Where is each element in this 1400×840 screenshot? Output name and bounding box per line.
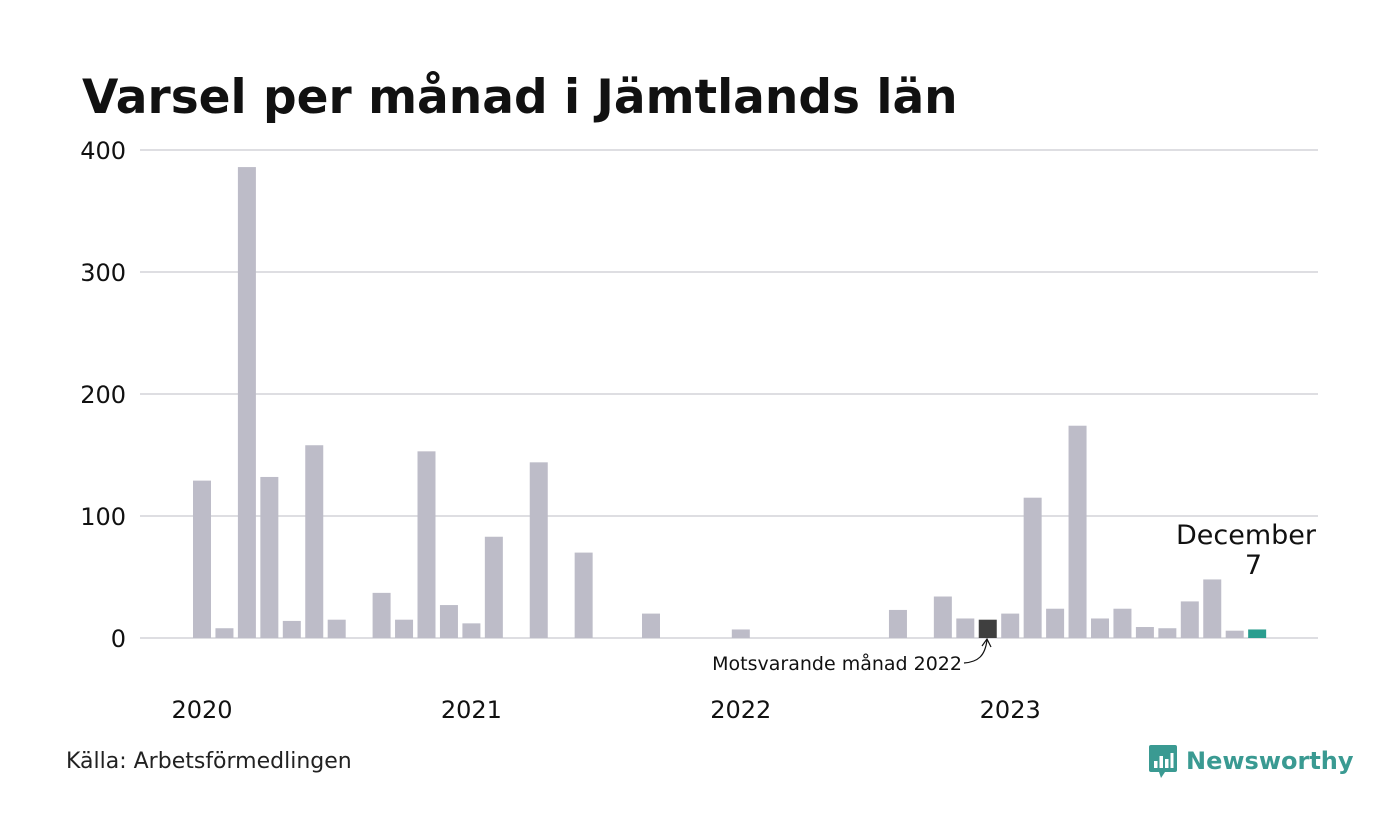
bar-2020-01 — [193, 480, 211, 638]
y-axis-ticks: 0 100 200 300 400 — [80, 137, 126, 653]
bar-2020-09 — [372, 592, 391, 638]
bar-2023-05 — [1091, 618, 1109, 638]
annotations: December 7 Motsvarande månad 2022 — [712, 520, 1317, 675]
bar-2021-06 — [574, 552, 593, 638]
source-note: Källa: Arbetsförmedlingen — [66, 749, 352, 774]
x-axis-year-labels: 2020 2021 2022 2023 — [171, 696, 1040, 724]
y-tick-label: 100 — [80, 503, 126, 531]
bar-2023-10 — [1203, 579, 1222, 638]
chart-title: Varsel per månad i Jämtlands län — [82, 70, 958, 125]
bar-2023-08 — [1158, 628, 1177, 638]
bar-2022-01 — [731, 629, 750, 638]
current-month-value: 7 — [1245, 550, 1262, 581]
previous-year-arrowhead — [981, 637, 992, 648]
previous-year-label: Motsvarande månad 2022 — [712, 652, 962, 675]
bar-2020-06 — [305, 445, 324, 638]
bar-2023-01 — [1001, 613, 1020, 638]
previous-year-arrow — [963, 639, 988, 664]
bar-2021-04 — [529, 462, 548, 638]
brand-name: Newsworthy — [1186, 747, 1354, 775]
y-tick-label: 200 — [80, 381, 126, 409]
bar-2023-12 — [1248, 629, 1267, 638]
bar-2022-10 — [933, 596, 952, 638]
bar-2021-02 — [484, 536, 503, 638]
y-tick-label: 300 — [80, 259, 126, 287]
bar-2023-02 — [1023, 497, 1042, 638]
current-month-label: December — [1176, 520, 1317, 551]
bar-2020-04 — [260, 476, 279, 638]
bar-2020-10 — [395, 619, 414, 638]
x-tick-label-2020: 2020 — [171, 696, 232, 724]
bar-2023-04 — [1068, 425, 1087, 638]
bar-2023-03 — [1046, 608, 1065, 638]
newsworthy-logo: Newsworthy — [1148, 743, 1354, 779]
bar-2023-06 — [1113, 608, 1132, 638]
bar-2020-02 — [215, 628, 234, 638]
bar-2023-07 — [1135, 627, 1154, 638]
x-tick-label-2021: 2021 — [441, 696, 502, 724]
bar-2020-12 — [439, 605, 458, 638]
bars — [193, 167, 1267, 638]
x-tick-label-2022: 2022 — [710, 696, 771, 724]
bar-2020-05 — [282, 620, 301, 638]
x-tick-label-2023: 2023 — [980, 696, 1041, 724]
bar-2022-08 — [888, 609, 907, 638]
bar-2022-12 — [978, 619, 997, 638]
bar-2022-11 — [956, 618, 975, 638]
y-tick-label: 400 — [80, 137, 126, 165]
y-tick-label: 0 — [111, 625, 126, 653]
bar-2020-11 — [417, 451, 436, 638]
bar-2021-01 — [462, 623, 481, 638]
bar-2023-11 — [1225, 630, 1244, 638]
bar-2021-09 — [642, 613, 660, 638]
bar-2020-07 — [327, 619, 346, 638]
bar-2020-03 — [237, 167, 256, 638]
newsworthy-logo-icon — [1149, 745, 1177, 778]
bar-2023-09 — [1180, 601, 1199, 638]
